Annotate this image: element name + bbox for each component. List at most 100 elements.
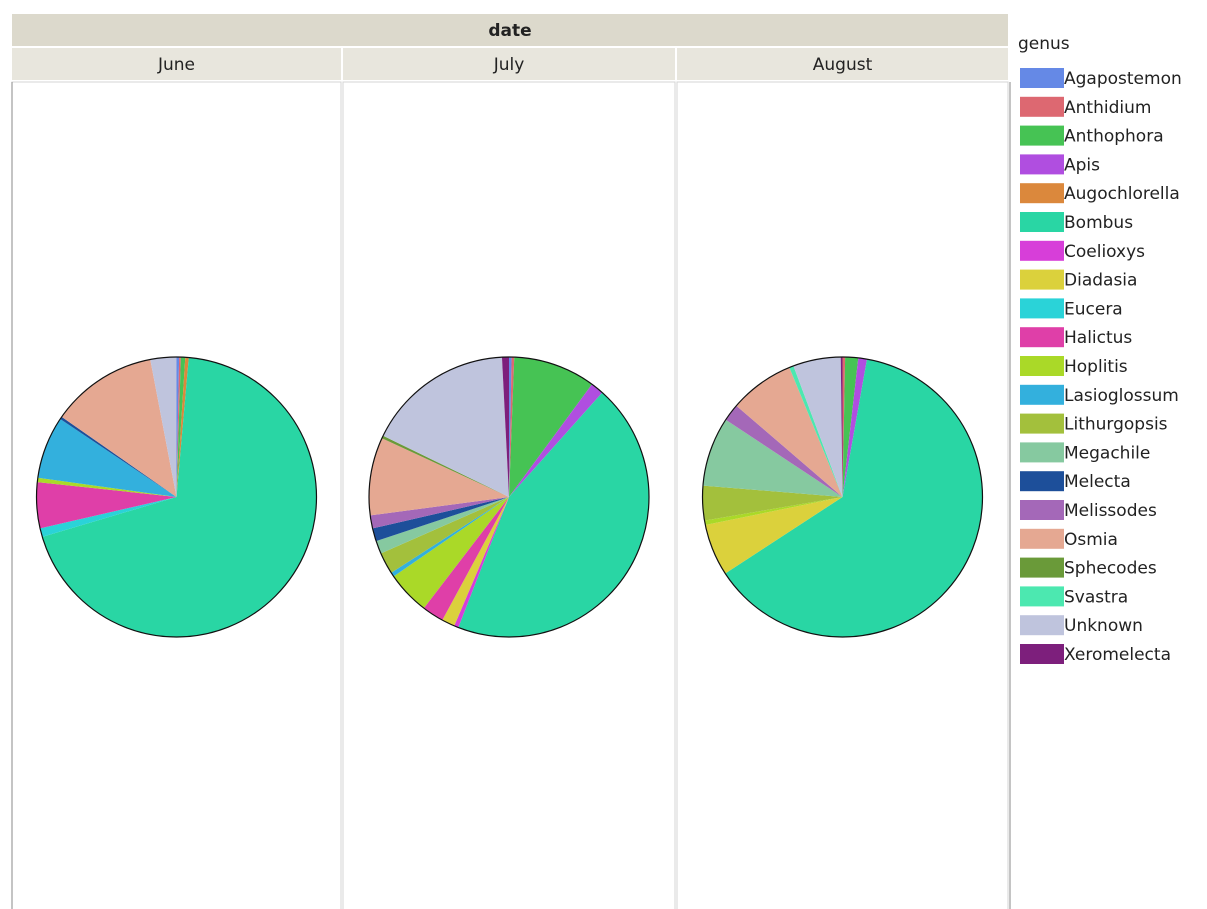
legend-swatch: [1020, 644, 1064, 664]
facet-header: [12, 14, 1008, 46]
legend-label: Unknown: [1064, 616, 1143, 636]
legend-label: Agapostemon: [1064, 69, 1182, 89]
legend-label: Eucera: [1064, 299, 1123, 319]
legend-swatch: [1020, 183, 1064, 204]
pie-slice: [705, 497, 843, 574]
pie-slice: [509, 357, 512, 497]
legend-label: Diadasia: [1064, 271, 1137, 291]
legend-label: Anthidium: [1064, 98, 1151, 118]
legend-swatch: [1020, 442, 1064, 463]
legend-swatch: [1020, 68, 1064, 88]
pie-slice: [793, 357, 843, 497]
pie-slice: [509, 357, 592, 497]
pie-slice: [442, 497, 509, 626]
pie-slice: [368, 438, 509, 516]
pie-slice: [381, 435, 509, 497]
legend-swatch: [1020, 125, 1064, 146]
legend-label: Sphecodes: [1064, 559, 1157, 579]
facet-title-bg: [12, 48, 341, 80]
panel: [342, 81, 676, 909]
pie-slice: [37, 477, 177, 497]
legend-swatch: [1020, 615, 1064, 636]
legend-swatch: [1020, 384, 1064, 405]
pie-slice: [176, 357, 186, 497]
legend-swatch: [1020, 356, 1064, 376]
pie-slice: [380, 497, 509, 573]
legend-label: Melissodes: [1064, 501, 1157, 521]
pie-slice: [372, 497, 509, 542]
pie-slice: [37, 419, 177, 497]
pie-slice: [842, 357, 859, 497]
pie-slice: [393, 497, 509, 609]
legend-swatch: [1020, 96, 1064, 117]
legend-label: Bombus: [1064, 213, 1133, 233]
pie-slice: [423, 497, 509, 621]
pie-slice: [42, 357, 317, 637]
pie-slice: [725, 405, 843, 497]
legend-label: Halictus: [1064, 328, 1132, 348]
pie-slice: [704, 497, 843, 525]
pie-slice: [61, 359, 177, 497]
pie-slice: [702, 485, 843, 521]
legend-swatch: [1020, 298, 1064, 319]
legend-swatch: [1020, 528, 1064, 549]
facet-title: August: [813, 55, 873, 75]
pie-outline: [701, 356, 984, 638]
pie-outline: [368, 356, 650, 638]
pie-slice: [383, 357, 509, 497]
pie-slice: [176, 357, 180, 497]
pie-slice: [702, 419, 843, 497]
legend-swatch: [1020, 586, 1064, 607]
pie-slice: [454, 497, 509, 628]
legend-label: Coelioxys: [1064, 242, 1145, 262]
pie-slice: [36, 482, 177, 529]
legend-label: Svastra: [1064, 587, 1128, 607]
legend-swatch: [1020, 327, 1064, 348]
legend-swatch: [1020, 471, 1064, 492]
pie-slice: [509, 357, 515, 497]
pie-slice: [376, 497, 509, 554]
legend-swatch: [1020, 269, 1064, 290]
legend-label: Lithurgopsis: [1064, 415, 1168, 435]
pie-slice: [509, 384, 603, 497]
legend-label: Anthophora: [1064, 127, 1164, 147]
pie-slice: [176, 357, 189, 497]
legend-label: Lasioglossum: [1064, 386, 1179, 406]
pie-slice: [60, 416, 177, 497]
legend-label: Megachile: [1064, 443, 1150, 463]
pie-slice: [842, 357, 868, 497]
legend-label: Osmia: [1064, 530, 1118, 550]
panel: [676, 81, 1009, 909]
legend-label: Hoplitis: [1064, 357, 1128, 377]
pie-slice: [458, 392, 649, 637]
legend-label: Xeromelecta: [1064, 645, 1171, 665]
pie-slice: [736, 367, 843, 497]
legend-swatch: [1020, 557, 1064, 578]
pie-slice: [176, 357, 181, 497]
pie-outline: [35, 356, 318, 638]
pie-slice: [391, 497, 509, 577]
legend-swatch: [1020, 212, 1064, 232]
legend-label: Apis: [1064, 155, 1100, 175]
legend-swatch: [1020, 240, 1064, 261]
pie-slice: [150, 357, 177, 497]
legend-label: Augochlorella: [1064, 184, 1180, 204]
facet-title: June: [157, 55, 195, 75]
pie-slice: [370, 497, 509, 529]
legend-swatch: [1020, 413, 1064, 434]
legend-label: Melecta: [1064, 472, 1131, 492]
pie-slice: [40, 497, 177, 537]
facet-title: July: [493, 55, 525, 75]
pie-slice: [789, 365, 843, 497]
pie-slice: [725, 359, 983, 638]
pie-slice: [501, 357, 509, 497]
facet-label: date: [488, 21, 531, 41]
legend-swatch: [1020, 500, 1064, 520]
facet-title-bg: [343, 48, 675, 80]
legend-swatch: [1020, 154, 1064, 175]
pie-slice: [842, 357, 846, 497]
facet-title-bg: [677, 48, 1008, 80]
pie-slice: [840, 357, 843, 497]
legend-title: genus: [1018, 34, 1070, 54]
